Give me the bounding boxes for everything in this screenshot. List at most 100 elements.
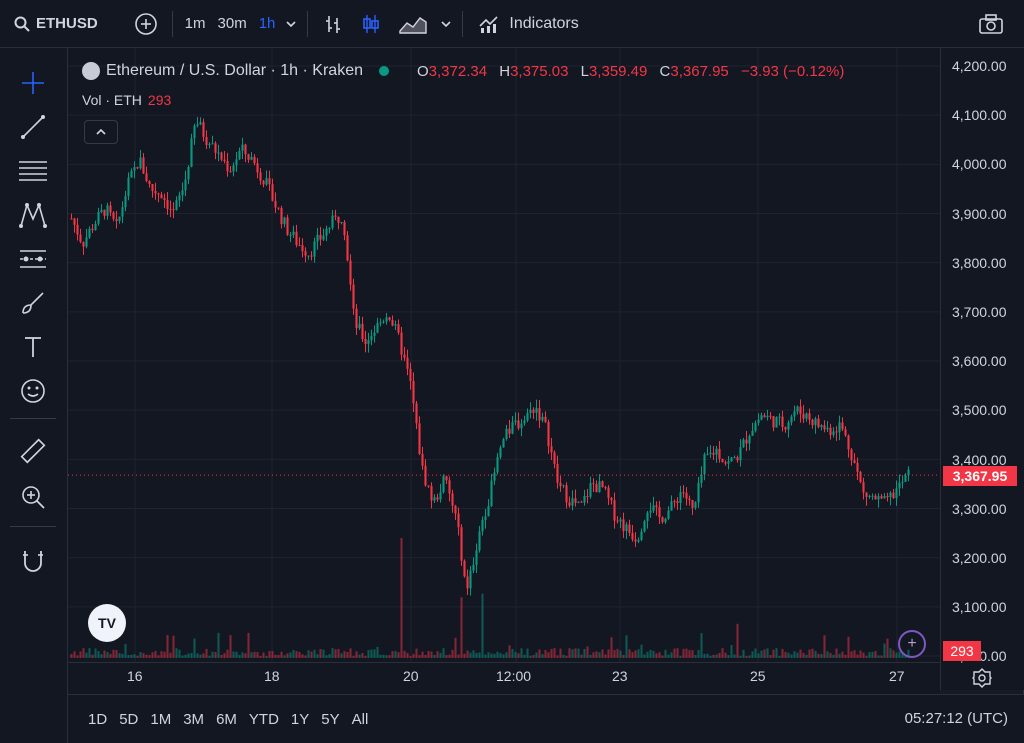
candle-body [121, 207, 124, 217]
trend-line-tool[interactable] [14, 108, 52, 146]
candle-body [241, 144, 244, 151]
brush-tool[interactable] [14, 284, 52, 322]
volume-bar [781, 648, 784, 658]
candle-body [676, 501, 679, 503]
text-tool[interactable] [14, 328, 52, 366]
interval-30m[interactable]: 30m [217, 15, 247, 32]
candle-body [265, 178, 268, 185]
fib-tool[interactable] [14, 152, 52, 190]
market-status-icon[interactable] [378, 66, 389, 76]
candle-body [592, 483, 595, 485]
drawing-toolbar [0, 48, 68, 743]
volume-bar [289, 652, 292, 658]
high-key: H [499, 62, 511, 80]
volume-bar [283, 655, 286, 658]
range-all[interactable]: All [351, 710, 369, 728]
volume-bar [154, 650, 157, 658]
candles-chart-type-button[interactable] [352, 0, 390, 47]
volume-bar [373, 649, 376, 658]
volume-bar [889, 648, 892, 658]
bar-chart-type-button[interactable] [314, 0, 352, 47]
range-5y[interactable]: 5Y [321, 710, 340, 728]
snapshot-button[interactable] [970, 0, 1012, 47]
compare-button[interactable] [126, 0, 166, 47]
chart-pane[interactable] [68, 48, 940, 690]
candle-body [250, 156, 253, 160]
candle-body [820, 425, 823, 428]
candle-body [736, 457, 739, 461]
candle-body [454, 505, 457, 514]
volume-bar [76, 655, 79, 658]
volume-bar [241, 652, 244, 658]
ohlc-values: O3,372.34 H3,375.03 L3,359.49 C3,367.95 … [417, 63, 852, 80]
candle-body [631, 532, 634, 540]
volume-bar [400, 538, 403, 658]
candle-body [433, 497, 436, 501]
range-1y[interactable]: 1Y [290, 710, 310, 728]
high-value: 3,375.03 [510, 62, 569, 80]
candle-body [556, 463, 559, 483]
candle-body [124, 196, 127, 208]
interval-dropdown[interactable] [281, 0, 301, 47]
volume-legend: Vol · ETH 293 [82, 92, 171, 108]
candle-body [895, 488, 898, 499]
forecast-tool[interactable] [14, 240, 52, 278]
volume-bar [670, 652, 673, 658]
candle-body [649, 510, 652, 513]
candle-body [481, 519, 484, 532]
add-button[interactable]: + [898, 630, 926, 658]
chart-type-dropdown[interactable] [436, 0, 456, 47]
volume-bar [856, 654, 859, 658]
price-scale[interactable] [940, 48, 1024, 690]
interval-1h[interactable]: 1h [258, 15, 276, 32]
candle-body [778, 416, 781, 418]
range-5d[interactable]: 5D [119, 710, 139, 728]
range-1d[interactable]: 1D [88, 710, 108, 728]
toolbar-divider [10, 418, 56, 419]
pattern-tool[interactable] [14, 196, 52, 234]
volume-bar [265, 655, 268, 658]
candle-body [130, 170, 133, 178]
time-scale[interactable] [68, 662, 940, 694]
candle-body [394, 324, 397, 326]
volume-bar [838, 653, 841, 658]
magnet-tool[interactable] [14, 542, 52, 580]
volume-bar [481, 593, 484, 658]
candle-body [823, 425, 826, 430]
symbol-search[interactable]: ETHUSD [0, 0, 106, 47]
open-key: O [416, 62, 429, 80]
volume-bar [79, 651, 82, 658]
volume-bar [151, 652, 154, 658]
crosshair-tool[interactable] [14, 64, 52, 102]
candle-body [670, 501, 673, 511]
volume-bar [133, 654, 136, 658]
range-1m[interactable]: 1M [150, 710, 172, 728]
volume-bar [871, 651, 874, 658]
utc-clock[interactable]: 05:27:12 (UTC) [904, 710, 1008, 727]
volume-bar [376, 646, 379, 658]
volume-bar [88, 648, 91, 658]
range-3m[interactable]: 3M [183, 710, 205, 728]
candle-body [436, 497, 439, 500]
area-chart-type-button[interactable] [390, 0, 436, 47]
volume-bar [484, 654, 487, 658]
tradingview-logo[interactable]: TV [88, 604, 126, 642]
collapse-legend-button[interactable] [84, 120, 118, 144]
range-6m[interactable]: 6M [216, 710, 237, 728]
toolbar-divider [10, 526, 56, 527]
interval-1m[interactable]: 1m [184, 15, 206, 32]
candle-body [772, 416, 775, 428]
candle-body [862, 482, 865, 493]
measure-tool[interactable] [14, 432, 52, 470]
indicators-button[interactable]: Indicators [469, 0, 586, 47]
candle-body [283, 217, 286, 225]
volume-bar [346, 652, 349, 658]
candle-body [700, 474, 703, 483]
volume-bar [448, 654, 451, 658]
volume-bar [97, 651, 100, 658]
settings-button[interactable] [972, 668, 992, 688]
zoom-tool[interactable] [14, 478, 52, 516]
emoji-tool[interactable] [14, 372, 52, 410]
range-ytd[interactable]: YTD [248, 710, 279, 728]
candle-body [880, 496, 883, 499]
